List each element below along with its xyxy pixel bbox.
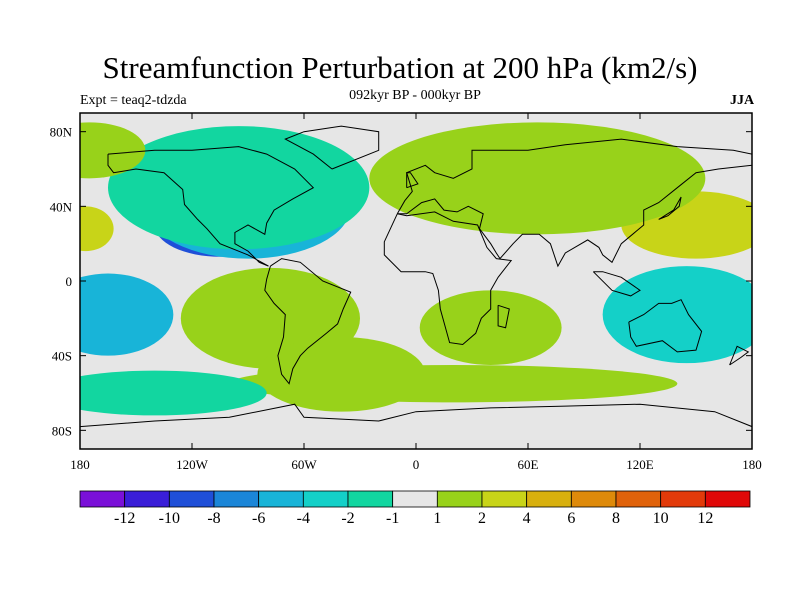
longitude-ticks: 180 120W 60W 0 60E 120E 180 <box>70 113 762 472</box>
colorbar-swatch <box>258 490 304 508</box>
field-contour-19 <box>80 122 146 179</box>
coastline-8 <box>592 271 641 297</box>
colorbar-swatch <box>124 490 170 508</box>
colorbar-label: -12 <box>114 510 135 527</box>
lon-tick-label: 120W <box>176 457 209 472</box>
coastline-3 <box>396 138 752 268</box>
colorbar-swatch <box>436 490 483 508</box>
field-contour-17 <box>369 122 706 235</box>
chart-subtitle: 092kyr BP - 000kyr BP <box>349 88 481 103</box>
coastline-11 <box>729 345 750 366</box>
colorbar-swatch <box>660 490 706 508</box>
colorbar-label: 12 <box>697 510 713 527</box>
colorbar-swatch <box>347 490 394 508</box>
colorbar-swatch <box>168 490 215 508</box>
colorbar-label: 1 <box>433 510 441 527</box>
coastline-7 <box>80 403 752 428</box>
colorbar-label: -6 <box>252 510 265 527</box>
lat-tick-label: 40N <box>50 199 73 214</box>
perturbation-field-layer <box>80 122 752 416</box>
colorbar-swatch <box>79 490 126 508</box>
field-contour-14 <box>419 290 562 365</box>
colorbar-label: 6 <box>567 510 575 527</box>
field-contour-8 <box>80 273 174 356</box>
field-contour-21 <box>80 370 267 416</box>
colorbar-label: -1 <box>386 510 399 527</box>
colorbar-swatch <box>570 490 617 508</box>
lat-tick-label: 0 <box>66 274 73 289</box>
field-contour-20 <box>229 365 678 403</box>
latitude-ticks: 80N 40N 0 40S 80S <box>50 125 752 438</box>
colorbar-swatch <box>213 490 260 508</box>
lat-tick-label: 80S <box>52 423 72 438</box>
coastline-4 <box>383 211 513 346</box>
lat-tick-label: 40S <box>52 349 72 364</box>
colorbar-label: 4 <box>523 510 531 527</box>
lon-tick-label: 60E <box>518 457 539 472</box>
field-contour-3 <box>108 126 370 250</box>
season-label: JJA <box>730 93 755 108</box>
coastline-layer <box>80 125 752 428</box>
colorbar-label: 10 <box>653 510 669 527</box>
colorbar-label: -2 <box>341 510 354 527</box>
coastline-9 <box>658 196 682 220</box>
coastline-0 <box>107 146 315 267</box>
lon-tick-label: 0 <box>413 457 420 472</box>
lon-tick-label: 180 <box>742 457 762 472</box>
field-contour-12 <box>602 266 752 364</box>
colorbar-swatch <box>392 490 438 508</box>
experiment-label: Expt = teaq2-tdzda <box>80 93 187 108</box>
lon-tick-label: 60W <box>291 457 317 472</box>
colorbar-label: -10 <box>159 510 180 527</box>
coastline-6 <box>628 299 703 353</box>
colorbar: -12 -10 -8 -6 -4 -2 -1 1 2 4 6 8 10 12 <box>79 490 751 527</box>
lat-tick-label: 80N <box>50 125 73 140</box>
field-contour-18 <box>80 206 114 252</box>
lon-tick-label: 180 <box>70 457 90 472</box>
colorbar-swatch <box>302 490 349 508</box>
chart-title: Streamfunction Perturbation at 200 hPa (… <box>102 50 698 85</box>
coastline-2 <box>284 125 380 170</box>
colorbar-label: 8 <box>612 510 620 527</box>
colorbar-label: -8 <box>207 510 220 527</box>
colorbar-swatch <box>526 490 572 508</box>
colorbar-label: -4 <box>297 510 310 527</box>
colorbar-swatch <box>481 490 528 508</box>
coastline-1 <box>264 258 352 385</box>
colorbar-swatch <box>704 490 751 508</box>
coastline-10 <box>406 172 419 189</box>
colorbar-swatch <box>615 490 662 508</box>
colorbar-label: 2 <box>478 510 486 527</box>
lon-tick-label: 120E <box>626 457 654 472</box>
coastline-5 <box>497 304 510 329</box>
